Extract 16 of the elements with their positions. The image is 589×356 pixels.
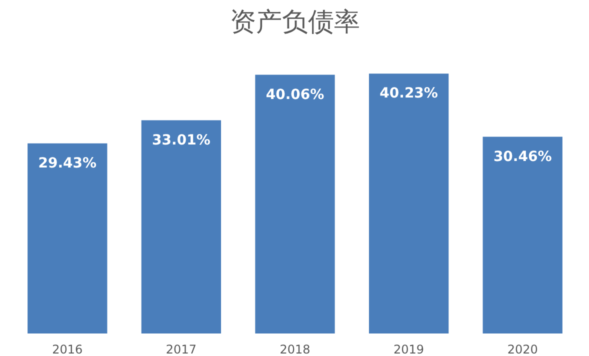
bar xyxy=(28,143,108,334)
x-tick-label: 2018 xyxy=(280,342,310,356)
bar xyxy=(255,74,335,334)
data-label: 40.06% xyxy=(266,86,324,103)
chart-title: 资产负债率 xyxy=(230,8,360,38)
x-tick-label: 2016 xyxy=(52,342,83,356)
bar xyxy=(141,120,222,334)
x-tick-label: 2020 xyxy=(507,342,538,356)
x-tick-label: 2019 xyxy=(394,342,424,356)
bar xyxy=(482,136,562,334)
data-label: 40.23% xyxy=(380,86,438,102)
data-label: 29.43% xyxy=(38,155,97,172)
data-label: 33.01% xyxy=(152,132,210,148)
x-tick-label: 2017 xyxy=(166,342,196,356)
data-label: 30.46% xyxy=(493,148,552,165)
bar xyxy=(368,74,449,334)
